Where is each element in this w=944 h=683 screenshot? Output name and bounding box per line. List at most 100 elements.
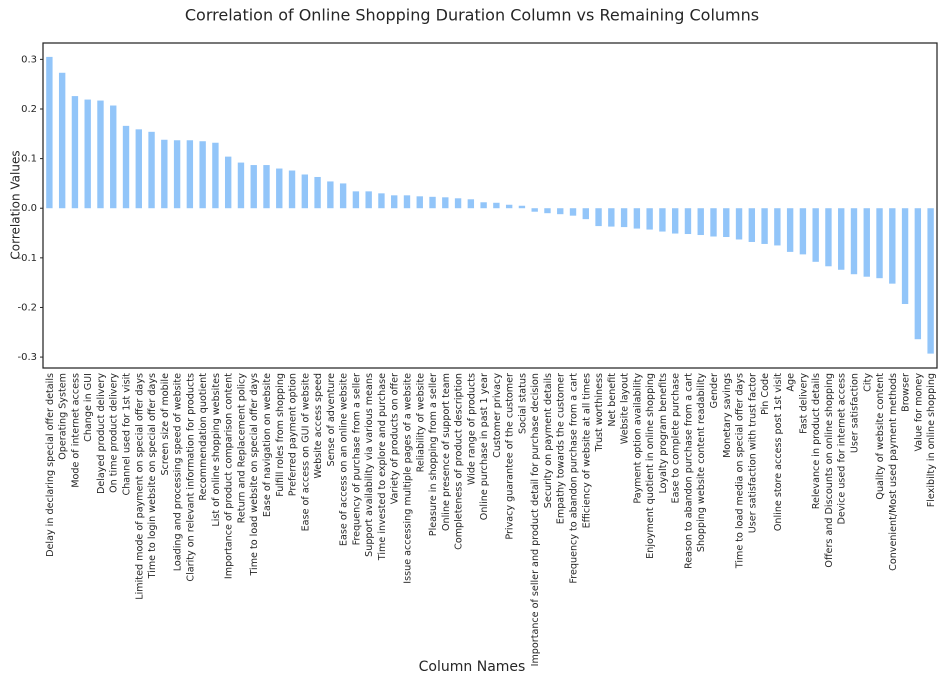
bar bbox=[774, 208, 781, 246]
y-tick-label: 0.1 bbox=[21, 154, 37, 165]
bar bbox=[429, 196, 436, 209]
bar bbox=[544, 208, 551, 214]
bar bbox=[786, 208, 794, 252]
bar bbox=[314, 176, 321, 209]
bar bbox=[84, 99, 91, 209]
bar bbox=[838, 208, 845, 270]
bar bbox=[161, 139, 168, 209]
x-tick-label: Loyalty program benefits bbox=[658, 373, 669, 494]
bar bbox=[301, 174, 309, 209]
bar bbox=[518, 205, 526, 209]
bar bbox=[748, 208, 756, 242]
bar bbox=[442, 197, 449, 209]
bar bbox=[812, 208, 819, 262]
bar bbox=[263, 165, 270, 209]
x-tick-label: Online store access post 1st visit bbox=[773, 373, 784, 531]
x-tick-label: City bbox=[862, 373, 873, 392]
x-tick-label: Issue accessing multiple pages of a webs… bbox=[402, 373, 413, 584]
x-tick-label: Security on payment details bbox=[543, 373, 554, 508]
x-tick-label: Delay in declaring special offer details bbox=[45, 373, 56, 557]
bar bbox=[493, 202, 500, 209]
x-tick-label: Privacy guarantee of the customer bbox=[505, 373, 516, 540]
x-tick-label: Payment option availability bbox=[632, 373, 643, 504]
bar bbox=[761, 208, 768, 244]
x-tick-label: Net benefit bbox=[607, 373, 618, 427]
bar bbox=[378, 193, 385, 209]
x-tick-label: Delayed product delivery bbox=[96, 373, 107, 494]
bar bbox=[582, 208, 589, 220]
x-tick-label: Reliability of website bbox=[415, 373, 426, 472]
x-tick-label: Website access speed bbox=[313, 373, 324, 479]
bar bbox=[365, 191, 372, 209]
x-tick-label: Reason to abandon purchase from a cart bbox=[683, 373, 694, 569]
chart-title: Correlation of Online Shopping Duration … bbox=[185, 6, 759, 25]
bar bbox=[927, 208, 934, 354]
y-tick-label: -0.1 bbox=[17, 253, 37, 264]
plot-frame bbox=[42, 42, 938, 369]
bar bbox=[454, 198, 462, 209]
x-tick-label: Loading and processing speed of website bbox=[173, 373, 184, 571]
x-tick-label: Ease of access on an online website bbox=[339, 373, 350, 546]
x-tick-label: Empathy towards the customer bbox=[556, 373, 567, 524]
x-tick-label: Frequency of purchase from a seller bbox=[351, 373, 362, 545]
x-tick-label: Online presence of support team bbox=[441, 373, 452, 531]
x-tick-label: Enjoyment quotient in online shopping bbox=[645, 373, 656, 559]
bar bbox=[186, 140, 194, 209]
y-tick-label: 0.3 bbox=[21, 54, 37, 65]
x-tick-label: Pin Code bbox=[760, 373, 771, 415]
x-tick-label: Gender bbox=[709, 373, 720, 408]
bar bbox=[173, 140, 181, 209]
bar bbox=[135, 129, 142, 209]
x-tick-label: Clarity on relevant information for prod… bbox=[185, 373, 196, 582]
x-tick-label: Return and Replacement policy bbox=[236, 373, 247, 524]
bar bbox=[735, 208, 743, 240]
bar bbox=[505, 204, 513, 209]
x-tick-label: Shopping website content readability bbox=[696, 373, 707, 552]
x-tick-label: Change in GUI bbox=[83, 373, 94, 442]
x-tick-label: Age bbox=[786, 373, 797, 392]
x-axis-label: Column Names bbox=[419, 659, 526, 675]
x-tick-label: Channel used for 1st visit bbox=[122, 373, 133, 496]
bar bbox=[148, 131, 155, 209]
x-tick-label: On time product delivery bbox=[109, 373, 120, 493]
bar bbox=[403, 195, 411, 209]
x-tick-label: Trust worthiness bbox=[594, 373, 605, 452]
bar bbox=[352, 191, 360, 209]
x-tick-label: List of online shopping websites bbox=[211, 373, 222, 527]
bar bbox=[608, 208, 615, 227]
x-tick-label: Fast delivery bbox=[798, 373, 809, 434]
x-tick-label: Limited mode of payment on special offer… bbox=[134, 373, 145, 600]
x-tick-label: Pleasure in shopping from a seller bbox=[428, 373, 439, 536]
bar bbox=[671, 208, 679, 234]
bar bbox=[620, 208, 628, 228]
bar bbox=[71, 96, 79, 209]
x-tick-label: Completeness of product description bbox=[454, 373, 465, 550]
bar bbox=[595, 208, 602, 227]
bar bbox=[646, 208, 653, 230]
bar bbox=[327, 181, 334, 209]
bar bbox=[889, 208, 896, 284]
x-tick-label: Offers and Discounts on online shopping bbox=[824, 373, 835, 568]
bar bbox=[276, 168, 283, 209]
bar bbox=[224, 156, 232, 209]
bar bbox=[850, 208, 858, 275]
y-tick-label: 0.2 bbox=[21, 104, 37, 115]
x-tick-label: Online purchase in past 1 year bbox=[479, 373, 490, 520]
bar bbox=[876, 208, 883, 279]
x-tick-label: Device used for internet access bbox=[837, 373, 848, 525]
x-tick-label: Browser bbox=[901, 373, 912, 412]
bar bbox=[199, 141, 206, 209]
y-tick-label: 0.0 bbox=[21, 203, 37, 214]
x-tick-label: Preferred payment option bbox=[288, 373, 299, 496]
x-tick-label: Fulfill roles from shopping bbox=[275, 373, 286, 497]
x-tick-label: Time to load website on special offer da… bbox=[249, 373, 260, 577]
bar bbox=[212, 142, 219, 209]
bar bbox=[339, 183, 347, 209]
bar bbox=[569, 208, 577, 216]
x-tick-label: Time invested to explore and purchase bbox=[377, 373, 388, 561]
bar bbox=[825, 208, 832, 267]
bar bbox=[122, 125, 130, 209]
bar bbox=[901, 208, 909, 304]
bar bbox=[250, 165, 257, 209]
